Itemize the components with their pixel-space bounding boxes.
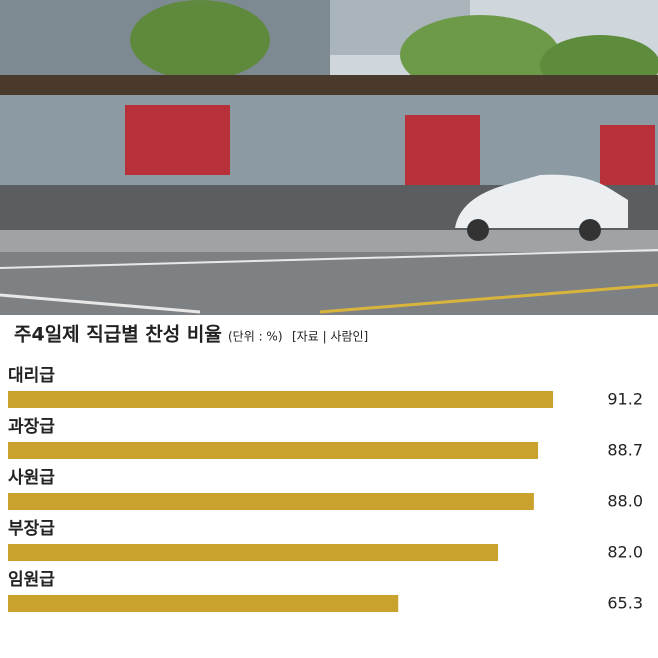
bar	[8, 595, 399, 612]
chart-source: [자료 | 사람인]	[292, 330, 368, 344]
value-label: 91.2	[607, 390, 643, 409]
chart-subtitle: (단위 : %)	[228, 330, 283, 344]
chart-title: 주4일제 직급별 찬성 비율	[14, 324, 222, 346]
bar	[8, 493, 534, 510]
category-label: 임원급	[8, 569, 55, 590]
category-label: 부장급	[8, 519, 55, 539]
category-label: 사원급	[8, 468, 55, 488]
value-label: 88.0	[607, 492, 643, 511]
bar-chart: 대리급 91.2 과장급 88.7 사원급 88.0 부장급 82.0 임원급 65.3	[8, 366, 643, 613]
bar	[8, 391, 554, 408]
value-label: 88.7	[607, 441, 643, 460]
category-label: 과장급	[8, 417, 55, 437]
value-label: 82.0	[607, 543, 643, 562]
category-label: 대리급	[8, 366, 55, 386]
bar	[8, 442, 539, 459]
value-label: 65.3	[607, 594, 643, 613]
bar	[8, 544, 499, 561]
photo	[0, 0, 658, 315]
